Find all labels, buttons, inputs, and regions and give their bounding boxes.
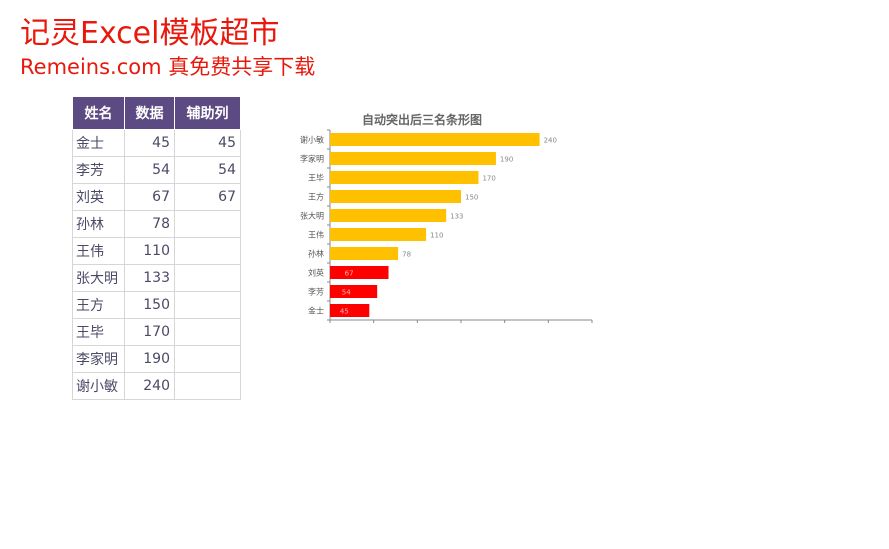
bar xyxy=(330,133,540,146)
category-label: 刘英 xyxy=(308,268,324,278)
data-label: 110 xyxy=(430,232,443,240)
table-row: 张大明 133 xyxy=(72,264,241,292)
cell-helper[interactable]: 67 xyxy=(174,183,241,211)
cell-helper[interactable] xyxy=(174,372,241,400)
table-header-row: 姓名 数据 辅助列 xyxy=(72,96,241,130)
cell-name[interactable]: 金士 xyxy=(72,129,125,157)
cell-value[interactable]: 45 xyxy=(124,129,175,157)
table-row: 李芳 54 54 xyxy=(72,156,241,184)
cell-name[interactable]: 李芳 xyxy=(72,156,125,184)
data-label: 240 xyxy=(544,137,557,145)
bar xyxy=(330,266,389,279)
bar xyxy=(330,209,447,222)
cell-helper[interactable]: 54 xyxy=(174,156,241,184)
table-row: 李家明 190 xyxy=(72,345,241,373)
banner-title: 记灵Excel模板超市 xyxy=(20,16,280,51)
table-row: 王方 150 xyxy=(72,291,241,319)
cell-helper[interactable] xyxy=(174,318,241,346)
cell-helper[interactable] xyxy=(174,210,241,238)
table-row: 王伟 110 xyxy=(72,237,241,265)
bar xyxy=(330,152,496,165)
category-label: 王方 xyxy=(308,192,324,202)
cell-value[interactable]: 190 xyxy=(124,345,175,373)
table-row: 王毕 170 xyxy=(72,318,241,346)
header-name[interactable]: 姓名 xyxy=(72,96,125,130)
bar xyxy=(330,171,479,184)
cell-value[interactable]: 150 xyxy=(124,291,175,319)
cell-value[interactable]: 110 xyxy=(124,237,175,265)
cell-value[interactable]: 54 xyxy=(124,156,175,184)
cell-value[interactable]: 240 xyxy=(124,372,175,400)
cell-value[interactable]: 78 xyxy=(124,210,175,238)
cell-name[interactable]: 孙林 xyxy=(72,210,125,238)
cell-value[interactable]: 67 xyxy=(124,183,175,211)
category-label: 金士 xyxy=(308,306,324,316)
data-label: 78 xyxy=(402,251,411,259)
data-label: 133 xyxy=(450,213,463,221)
data-label: 190 xyxy=(500,156,513,164)
bar xyxy=(330,228,427,241)
table-row: 谢小敏 240 xyxy=(72,372,241,400)
cell-helper[interactable] xyxy=(174,237,241,265)
cell-name[interactable]: 谢小敏 xyxy=(72,372,125,400)
cell-helper[interactable] xyxy=(174,291,241,319)
header-value[interactable]: 数据 xyxy=(124,96,175,130)
category-label: 王毕 xyxy=(308,173,324,183)
bar xyxy=(330,304,370,317)
cell-helper[interactable] xyxy=(174,345,241,373)
data-label: 170 xyxy=(482,175,495,183)
data-table: 姓名 数据 辅助列 金士 45 45 李芳 54 54 刘英 67 67 孙林 … xyxy=(72,96,241,400)
category-label: 李芳 xyxy=(308,287,324,297)
cell-name[interactable]: 王毕 xyxy=(72,318,125,346)
cell-name[interactable]: 李家明 xyxy=(72,345,125,373)
table-row: 孙林 78 xyxy=(72,210,241,238)
cell-name[interactable]: 刘英 xyxy=(72,183,125,211)
cell-value[interactable]: 170 xyxy=(124,318,175,346)
header-helper[interactable]: 辅助列 xyxy=(174,96,241,130)
cell-name[interactable]: 王方 xyxy=(72,291,125,319)
table-row: 金士 45 45 xyxy=(72,129,241,157)
cell-helper[interactable]: 45 xyxy=(174,129,241,157)
bar xyxy=(330,285,378,298)
data-label: 67 xyxy=(345,270,354,278)
category-label: 谢小敏 xyxy=(300,135,324,145)
category-label: 孙林 xyxy=(308,249,324,259)
category-label: 李家明 xyxy=(300,154,324,164)
bar xyxy=(330,247,399,260)
data-label: 54 xyxy=(342,289,351,297)
data-label: 45 xyxy=(340,308,349,316)
category-label: 王伟 xyxy=(308,230,324,240)
bar xyxy=(330,190,461,203)
category-label: 张大明 xyxy=(300,211,324,221)
banner-subtitle: Remeins.com 真免费共享下载 xyxy=(20,55,316,79)
chart-title: 自动突出后三名条形图 xyxy=(362,112,482,127)
table-row: 刘英 67 67 xyxy=(72,183,241,211)
data-label: 150 xyxy=(465,194,478,202)
cell-value[interactable]: 133 xyxy=(124,264,175,292)
cell-helper[interactable] xyxy=(174,264,241,292)
cell-name[interactable]: 王伟 xyxy=(72,237,125,265)
cell-name[interactable]: 张大明 xyxy=(72,264,125,292)
